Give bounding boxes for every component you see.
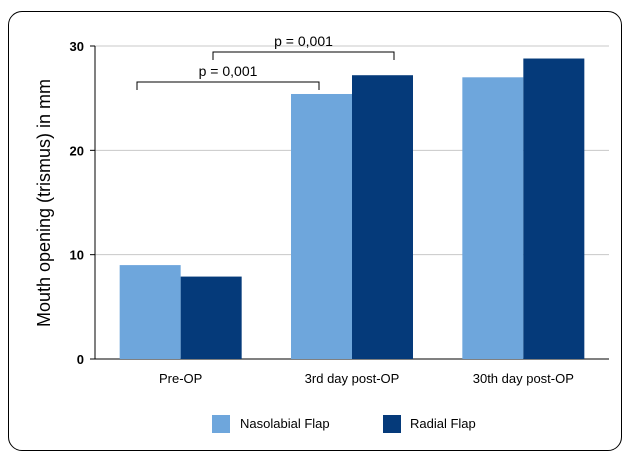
significance-annotations: p = 0,001 p = 0,001 — [136, 33, 395, 90]
legend: Nasolabial Flap Radial Flap — [212, 415, 476, 433]
bar — [523, 58, 585, 360]
y-tick-label: 20 — [70, 143, 84, 158]
significance-bracket — [212, 51, 395, 60]
bar — [291, 93, 352, 359]
x-category-label: Pre-OP — [159, 371, 202, 386]
bars — [119, 58, 585, 360]
legend-label: Nasolabial Flap — [240, 416, 330, 431]
p-value-label: p = 0,001 — [199, 63, 258, 79]
x-category-labels: Pre-OP 3rd day post-OP 30th day post-OP — [159, 371, 574, 386]
bar — [119, 265, 181, 359]
bar-chart: 0 10 20 30 Pre-OP 3rd day post-OP 30th day po… — [34, 33, 609, 433]
bar — [180, 276, 242, 359]
legend-swatch — [383, 415, 401, 433]
legend-swatch — [212, 415, 230, 433]
legend-label: Radial Flap — [410, 416, 476, 431]
y-tick-label: 0 — [77, 352, 84, 367]
y-axis-label: Mouth opening (trismus) in mm — [34, 79, 54, 327]
x-category-label: 30th day post-OP — [473, 371, 574, 386]
p-value-label: p = 0,001 — [274, 33, 333, 49]
y-tick-label: 30 — [70, 39, 84, 54]
x-category-label: 3rd day post-OP — [305, 371, 400, 386]
y-tick-label: 10 — [70, 248, 84, 263]
y-tick-labels: 0 10 20 30 — [70, 39, 84, 367]
bar — [462, 77, 524, 360]
significance-bracket — [136, 81, 320, 90]
bar — [352, 75, 413, 360]
